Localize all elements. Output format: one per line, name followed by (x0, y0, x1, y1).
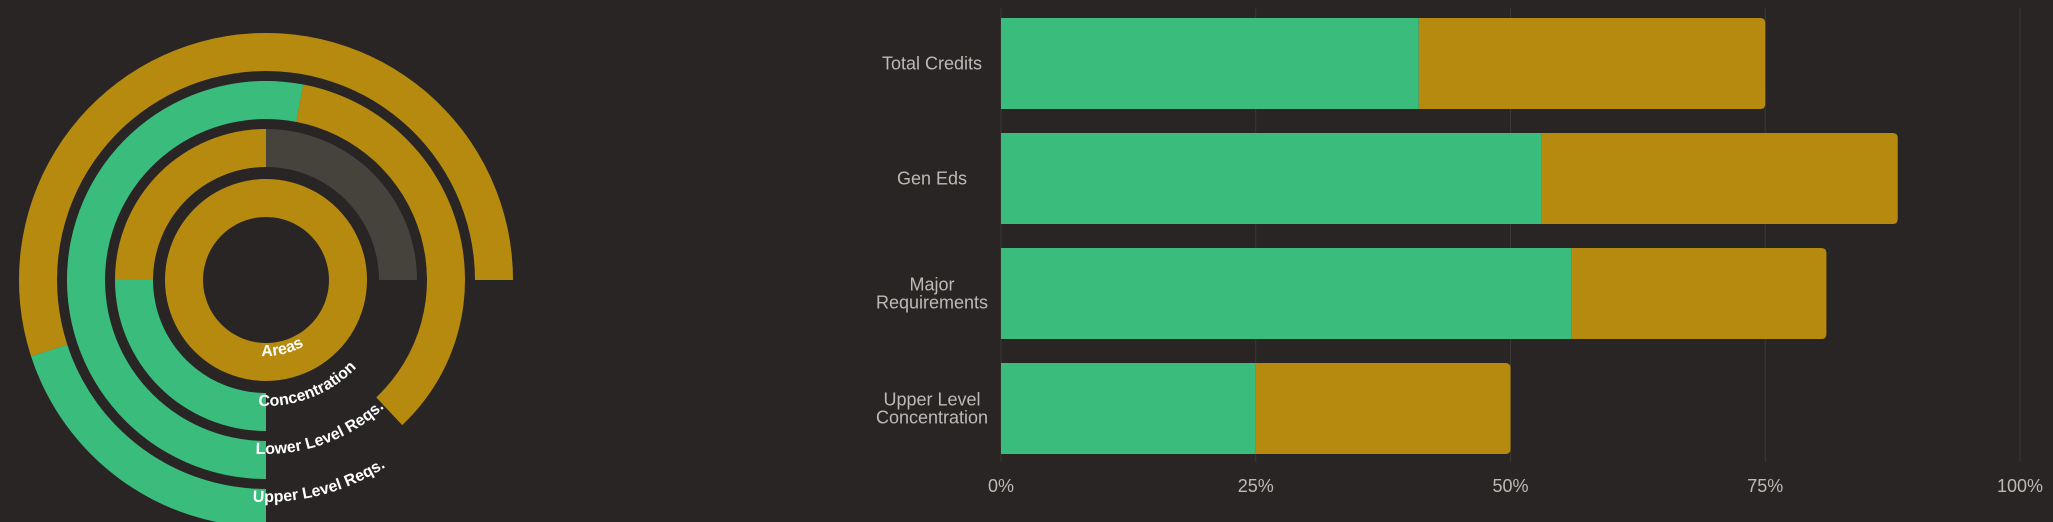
bar-segment (1541, 133, 1898, 224)
ring-segment-in-progress (296, 84, 465, 426)
ring-segment-in-progress (115, 129, 266, 280)
category-label: Upper Level Concentration (876, 390, 988, 428)
ring-segment-completed (31, 344, 266, 522)
bar-segment (1001, 133, 1542, 224)
bar-segment (1255, 363, 1511, 454)
x-tick-label: 25% (1238, 476, 1274, 496)
bar-segment (1571, 248, 1827, 339)
category-label: Total Credits (882, 54, 982, 74)
bar-segment (1418, 18, 1766, 109)
bar-segment (1001, 18, 1419, 109)
bar-segment (1001, 248, 1572, 339)
x-tick-label: 75% (1747, 476, 1783, 496)
ring-segment-in-progress (165, 179, 368, 381)
ring-segment-completed (115, 280, 266, 431)
ring-segment-completed (66, 81, 304, 479)
x-tick-label: 0% (988, 476, 1014, 496)
x-tick-label: 100% (1997, 476, 2043, 496)
category-label: Major Requirements (876, 275, 988, 313)
x-tick-label: 50% (1492, 476, 1528, 496)
category-label: Gen Eds (897, 169, 967, 189)
bar-segment (1001, 363, 1256, 454)
